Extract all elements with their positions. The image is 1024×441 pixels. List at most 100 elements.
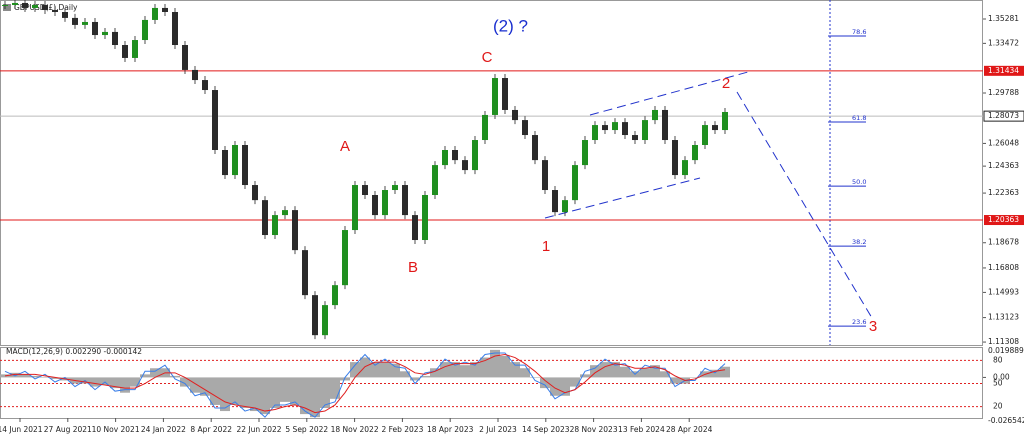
macd-bar — [380, 362, 390, 378]
candle — [672, 140, 678, 176]
fib-label: 50.0 — [852, 178, 866, 186]
candle — [582, 140, 588, 166]
candle — [72, 17, 78, 25]
fib-label: 23.6 — [852, 318, 866, 326]
macd-limit-label: -0.026542 — [988, 416, 1024, 425]
x-tick-label: 13 Feb 2024 — [618, 425, 665, 434]
macd-bar — [530, 377, 540, 378]
candle — [542, 160, 548, 191]
macd-bar — [50, 377, 60, 379]
macd-bar — [620, 366, 630, 378]
candle — [592, 125, 598, 141]
macd-bar — [210, 377, 220, 405]
macd-bar — [400, 371, 410, 378]
candle — [392, 185, 398, 191]
fib-label: 61.8 — [852, 114, 866, 122]
wave-label: C — [482, 49, 493, 66]
symbol-icon — [3, 4, 11, 11]
candle — [112, 31, 118, 46]
macd-bar — [580, 374, 590, 378]
y-tick-label: 1.18678 — [988, 238, 1019, 247]
candle — [12, 2, 18, 5]
candle — [92, 21, 98, 36]
macd-signal-line — [4, 353, 726, 414]
fib-label: 38.2 — [852, 238, 866, 246]
candle — [202, 80, 208, 91]
y-tick-label: 1.11308 — [988, 337, 1019, 346]
macd-bar — [200, 377, 210, 396]
level-box — [984, 215, 1024, 226]
macd-main-line — [4, 352, 726, 418]
candle — [52, 9, 58, 12]
candle — [462, 160, 468, 171]
y-tick-label: 1.22363 — [988, 188, 1019, 197]
candle — [212, 90, 218, 150]
macd-tick-label: 0.00 — [993, 372, 1010, 381]
candle — [532, 135, 538, 161]
candle — [422, 195, 428, 241]
candle — [572, 165, 578, 201]
macd-bar — [390, 363, 400, 378]
candle — [132, 40, 138, 58]
x-tick-label: 8 Apr 2022 — [190, 425, 232, 434]
macd-bar — [560, 377, 570, 396]
osc-level-label: 50 — [993, 379, 1003, 388]
osc-level-label: 80 — [993, 355, 1003, 364]
y-tick-label: 1.29788 — [988, 88, 1019, 97]
candle — [262, 200, 268, 236]
candle — [432, 165, 438, 196]
level-box — [984, 65, 1024, 76]
macd-bar — [170, 375, 180, 378]
macd-bar — [220, 377, 230, 412]
x-tick-label: 18 Nov 2022 — [331, 425, 379, 434]
macd-bar — [250, 377, 260, 412]
macd-bar — [640, 368, 650, 378]
candle — [102, 31, 108, 36]
candle — [2, 4, 8, 6]
candle — [312, 295, 318, 336]
macd-bar — [190, 377, 200, 393]
macd-bar — [440, 362, 450, 378]
macd-bar — [420, 375, 430, 378]
candle — [702, 125, 708, 146]
candle — [602, 125, 608, 131]
candle — [562, 200, 568, 213]
candle — [722, 111, 728, 131]
macd-bar — [120, 377, 130, 393]
macd-bar — [340, 377, 350, 381]
current-price-label: 1.28073 — [988, 111, 1019, 120]
macd-bar — [410, 377, 420, 381]
candle — [402, 185, 408, 216]
candle — [712, 125, 718, 131]
candle — [692, 145, 698, 161]
macd-bar — [430, 368, 440, 378]
candle — [192, 69, 198, 81]
x-tick-label: 2 Feb 2023 — [381, 425, 423, 434]
x-tick-label: 2 Jul 2023 — [479, 425, 517, 434]
macd-bar — [280, 377, 290, 402]
candle — [172, 11, 178, 46]
macd-title: MACD(12,26,9) 0.002290 -0.000142 — [6, 347, 142, 356]
candle — [322, 305, 328, 336]
candle — [252, 185, 258, 201]
macd-bar — [230, 377, 240, 405]
y-tick-label: 1.35281 — [988, 14, 1019, 23]
fib-label: 78.6 — [852, 28, 866, 36]
candle — [412, 215, 418, 241]
candle — [382, 190, 388, 216]
macd-bar — [270, 377, 280, 408]
candle — [472, 140, 478, 171]
candle — [552, 190, 558, 213]
macd-bar — [310, 377, 320, 418]
macd-bar — [90, 377, 100, 387]
x-tick-label: 24 Jan 2022 — [141, 425, 186, 434]
macd-bar — [600, 362, 610, 378]
macd-bar — [40, 377, 50, 378]
y-tick-label: 1.24363 — [988, 161, 1019, 170]
macd-bar — [20, 374, 30, 378]
macd-bar — [130, 377, 140, 387]
current-price-box — [983, 110, 1024, 122]
candle — [292, 210, 298, 251]
candle — [242, 145, 248, 186]
